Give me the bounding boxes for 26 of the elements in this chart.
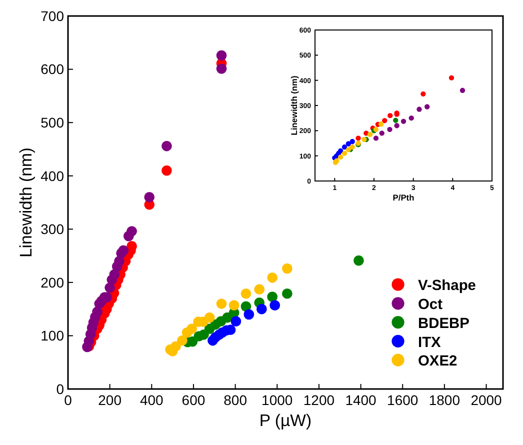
- legend-label: ITX: [418, 334, 442, 351]
- x-tick-label: 1800: [428, 392, 460, 408]
- x-tick-label: 600: [182, 392, 206, 408]
- y-tick-label: 500: [40, 114, 64, 130]
- y-axis-title: Linewidth (nm): [288, 76, 299, 136]
- legend-label: BDEBP: [418, 316, 470, 332]
- x-axis-title: P/Pth: [392, 192, 414, 202]
- x-tick-label: 400: [140, 392, 164, 408]
- legend-label: OXE2: [418, 354, 458, 370]
- x-axis-title: P (µW): [259, 411, 312, 430]
- x-tick-label: 1400: [345, 392, 377, 408]
- legend-label: Oct: [418, 297, 443, 313]
- x-tick-label: 200: [98, 392, 122, 408]
- y-tick-label: 0: [56, 380, 64, 397]
- x-tick-label: 1000: [262, 392, 293, 408]
- y-axis-title: Linewidth (nm): [16, 147, 36, 258]
- y-tick-label: 300: [40, 221, 64, 238]
- x-tick-label: 800: [224, 392, 248, 408]
- y-tick-label: 700: [40, 8, 64, 24]
- legend-label: V-Shape: [418, 278, 476, 294]
- x-tick-label: 1200: [303, 392, 335, 408]
- y-tick-label: 100: [40, 328, 64, 344]
- y-tick-label: 600: [40, 61, 64, 78]
- x-tick-label: 1600: [387, 392, 418, 408]
- x-tick-label: 2000: [470, 392, 502, 408]
- y-tick-label: 200: [40, 274, 64, 290]
